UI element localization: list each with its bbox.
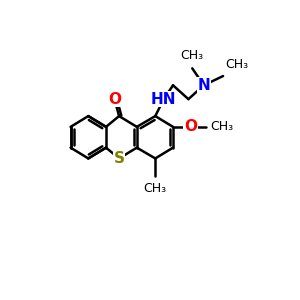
Text: HN: HN — [151, 92, 176, 106]
Text: O: O — [184, 119, 197, 134]
Text: CH₃: CH₃ — [144, 182, 167, 194]
Text: S: S — [114, 151, 124, 166]
Text: O: O — [108, 92, 121, 106]
Text: CH₃: CH₃ — [210, 120, 233, 134]
Text: CH₃: CH₃ — [181, 49, 204, 62]
Text: N: N — [197, 78, 210, 93]
Text: CH₃: CH₃ — [225, 58, 248, 71]
